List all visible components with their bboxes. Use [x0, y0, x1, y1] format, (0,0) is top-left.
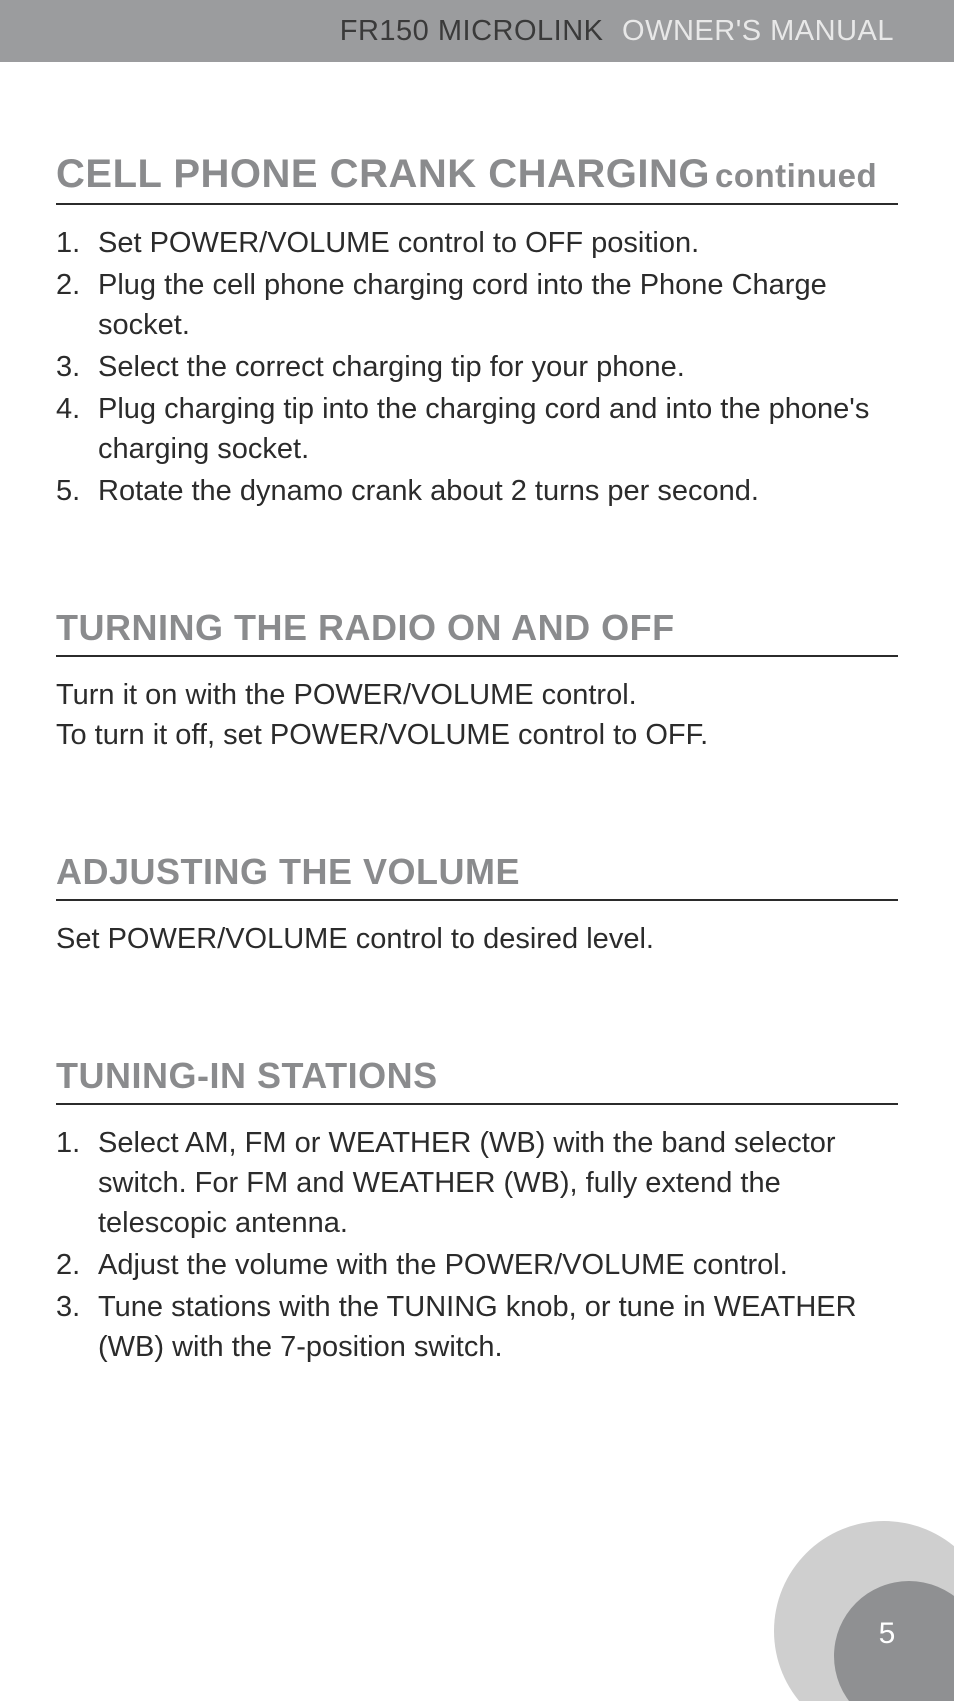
heading-main: CELL PHONE CRANK CHARGING: [56, 152, 710, 196]
list-item: Tune stations with the TUNING knob, or t…: [56, 1287, 898, 1367]
paragraph-line: Turn it on with the POWER/VOLUME control…: [56, 675, 898, 715]
page-corner-ornament: 5: [774, 1521, 954, 1701]
list-item: Select AM, FM or WEATHER (WB) with the b…: [56, 1123, 898, 1243]
manual-page: FR150 MICROLINK OWNER'S MANUAL CELL PHON…: [0, 0, 954, 1701]
section-crank-charging: CELL PHONE CRANK CHARGING continued Set …: [56, 152, 898, 511]
header-product: FR150 MICROLINK: [340, 15, 604, 47]
heading-continued: continued: [715, 157, 877, 194]
section-heading: TUNING-IN STATIONS: [56, 1055, 898, 1105]
list-item: Plug the cell phone charging cord into t…: [56, 265, 898, 345]
list-item: Plug charging tip into the charging cord…: [56, 389, 898, 469]
heading-main: TURNING THE RADIO ON AND OFF: [56, 607, 675, 648]
section-tuning: TUNING-IN STATIONS Select AM, FM or WEAT…: [56, 1055, 898, 1367]
list-item: Adjust the volume with the POWER/VOLUME …: [56, 1245, 898, 1285]
page-number: 5: [879, 1617, 896, 1651]
content-area: CELL PHONE CRANK CHARGING continued Set …: [0, 62, 954, 1367]
section-heading: CELL PHONE CRANK CHARGING continued: [56, 152, 898, 205]
list-item: Rotate the dynamo crank about 2 turns pe…: [56, 471, 898, 511]
section-heading: TURNING THE RADIO ON AND OFF: [56, 607, 898, 657]
heading-main: TUNING-IN STATIONS: [56, 1055, 438, 1096]
ordered-steps: Set POWER/VOLUME control to OFF position…: [56, 223, 898, 511]
section-volume: ADJUSTING THE VOLUME Set POWER/VOLUME co…: [56, 851, 898, 959]
section-heading: ADJUSTING THE VOLUME: [56, 851, 898, 901]
paragraph-line: Set POWER/VOLUME control to desired leve…: [56, 919, 898, 959]
header-manual: OWNER'S MANUAL: [622, 15, 894, 47]
heading-main: ADJUSTING THE VOLUME: [56, 851, 520, 892]
paragraph-block: Set POWER/VOLUME control to desired leve…: [56, 919, 898, 959]
header-bar: FR150 MICROLINK OWNER'S MANUAL: [0, 0, 954, 62]
header-text: FR150 MICROLINK OWNER'S MANUAL: [340, 15, 894, 48]
ordered-steps: Select AM, FM or WEATHER (WB) with the b…: [56, 1123, 898, 1367]
paragraph-block: Turn it on with the POWER/VOLUME control…: [56, 675, 898, 755]
section-radio-on-off: TURNING THE RADIO ON AND OFF Turn it on …: [56, 607, 898, 755]
list-item: Select the correct charging tip for your…: [56, 347, 898, 387]
list-item: Set POWER/VOLUME control to OFF position…: [56, 223, 898, 263]
paragraph-line: To turn it off, set POWER/VOLUME control…: [56, 715, 898, 755]
